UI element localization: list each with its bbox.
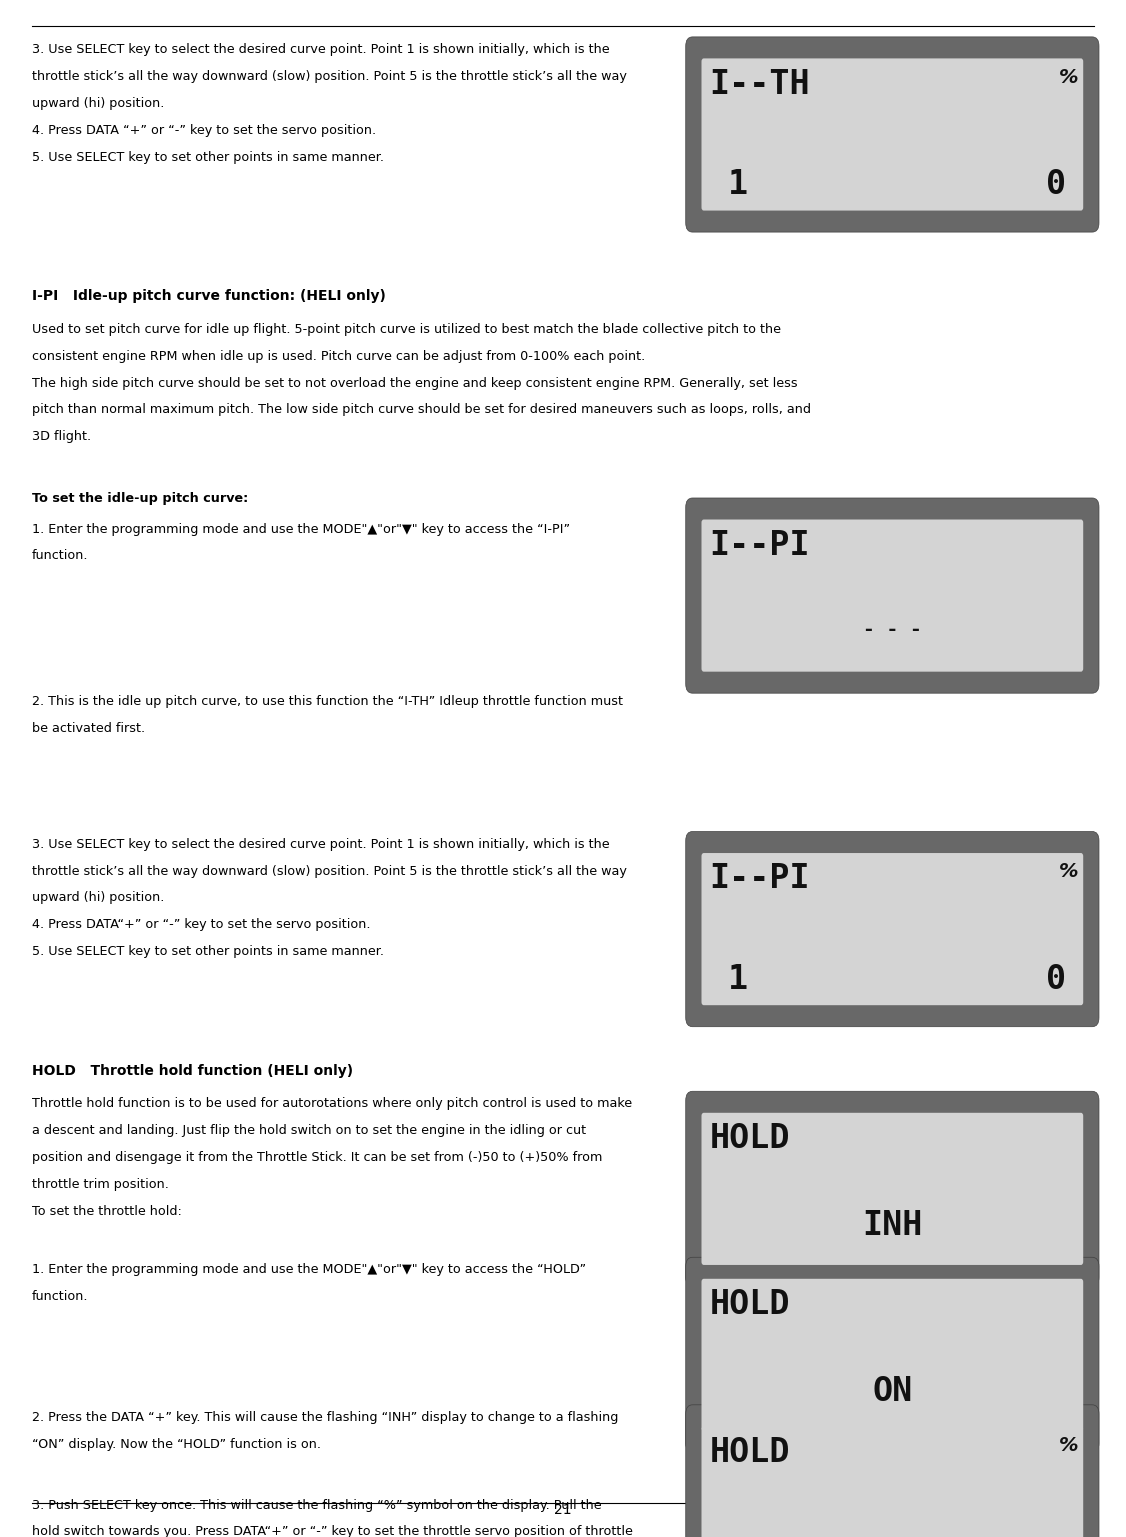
Text: To set the throttle hold:: To set the throttle hold: xyxy=(32,1205,181,1217)
Text: 2. Press the DATA “+” key. This will cause the flashing “INH” display to change : 2. Press the DATA “+” key. This will cau… xyxy=(32,1411,618,1423)
Text: HOLD: HOLD xyxy=(709,1122,789,1154)
Text: I--PI: I--PI xyxy=(709,529,810,561)
Text: HOLD   Throttle hold function (HELI only): HOLD Throttle hold function (HELI only) xyxy=(32,1064,352,1077)
FancyBboxPatch shape xyxy=(701,1426,1083,1537)
Text: 3D flight.: 3D flight. xyxy=(32,430,91,443)
Text: 0: 0 xyxy=(1046,964,1066,996)
Text: 5. Use SELECT key to set other points in same manner.: 5. Use SELECT key to set other points in… xyxy=(32,945,384,958)
Text: 1. Enter the programming mode and use the MODE"▲"or"▼" key to access the “I-PI”: 1. Enter the programming mode and use th… xyxy=(32,523,570,535)
FancyBboxPatch shape xyxy=(701,58,1083,211)
Text: %: % xyxy=(1060,68,1079,86)
FancyBboxPatch shape xyxy=(686,832,1099,1027)
Text: “ON” display. Now the “HOLD” function is on.: “ON” display. Now the “HOLD” function is… xyxy=(32,1439,321,1451)
FancyBboxPatch shape xyxy=(686,1405,1099,1537)
Text: I--PI: I--PI xyxy=(709,862,810,895)
FancyBboxPatch shape xyxy=(686,37,1099,232)
FancyBboxPatch shape xyxy=(686,1091,1099,1286)
Text: Used to set pitch curve for idle up flight. 5-point pitch curve is utilized to b: Used to set pitch curve for idle up flig… xyxy=(32,323,780,335)
FancyBboxPatch shape xyxy=(701,853,1083,1005)
Text: INH: INH xyxy=(863,1210,922,1242)
Text: 3. Push SELECT key once. This will cause the flashing “%” symbol on the display.: 3. Push SELECT key once. This will cause… xyxy=(32,1499,601,1511)
Text: upward (hi) position.: upward (hi) position. xyxy=(32,891,164,904)
Text: 3. Use SELECT key to select the desired curve point. Point 1 is shown initially,: 3. Use SELECT key to select the desired … xyxy=(32,838,609,850)
FancyBboxPatch shape xyxy=(686,1257,1099,1452)
Text: 1. Enter the programming mode and use the MODE"▲"or"▼" key to access the “HOLD”: 1. Enter the programming mode and use th… xyxy=(32,1263,586,1276)
Text: upward (hi) position.: upward (hi) position. xyxy=(32,97,164,109)
FancyBboxPatch shape xyxy=(686,498,1099,693)
Text: hold switch towards you. Press DATA“+” or “-” key to set the throttle servo posi: hold switch towards you. Press DATA“+” o… xyxy=(32,1525,633,1537)
FancyBboxPatch shape xyxy=(701,1279,1083,1431)
Text: throttle stick’s all the way downward (slow) position. Point 5 is the throttle s: throttle stick’s all the way downward (s… xyxy=(32,69,626,83)
Text: function.: function. xyxy=(32,549,88,563)
Text: throttle trim position.: throttle trim position. xyxy=(32,1179,169,1191)
Text: throttle stick’s all the way downward (slow) position. Point 5 is the throttle s: throttle stick’s all the way downward (s… xyxy=(32,864,626,878)
Text: 4. Press DATA “+” or “-” key to set the servo position.: 4. Press DATA “+” or “-” key to set the … xyxy=(32,123,376,137)
Text: 1: 1 xyxy=(727,169,748,201)
Text: I-PI   Idle-up pitch curve function: (HELI only): I-PI Idle-up pitch curve function: (HELI… xyxy=(32,289,385,303)
Text: 4. Press DATA“+” or “-” key to set the servo position.: 4. Press DATA“+” or “-” key to set the s… xyxy=(32,919,370,931)
Text: %: % xyxy=(1060,862,1079,881)
Text: 1: 1 xyxy=(727,964,748,996)
Text: a descent and landing. Just flip the hold switch on to set the engine in the idl: a descent and landing. Just flip the hol… xyxy=(32,1125,586,1137)
Text: position and disengage it from the Throttle Stick. It can be set from (-)50 to (: position and disengage it from the Throt… xyxy=(32,1151,602,1164)
Text: 5. Use SELECT key to set other points in same manner.: 5. Use SELECT key to set other points in… xyxy=(32,151,384,163)
FancyBboxPatch shape xyxy=(701,1113,1083,1265)
FancyBboxPatch shape xyxy=(701,520,1083,672)
Text: The high side pitch curve should be set to not overload the engine and keep cons: The high side pitch curve should be set … xyxy=(32,377,797,389)
Text: pitch than normal maximum pitch. The low side pitch curve should be set for desi: pitch than normal maximum pitch. The low… xyxy=(32,403,811,417)
Text: ON: ON xyxy=(873,1376,912,1408)
Text: To set the idle-up pitch curve:: To set the idle-up pitch curve: xyxy=(32,492,248,504)
Text: consistent engine RPM when idle up is used. Pitch curve can be adjust from 0-100: consistent engine RPM when idle up is us… xyxy=(32,349,645,363)
Text: Throttle hold function is to be used for autorotations where only pitch control : Throttle hold function is to be used for… xyxy=(32,1097,632,1110)
Text: HOLD: HOLD xyxy=(709,1436,789,1468)
Text: be activated first.: be activated first. xyxy=(32,721,144,735)
Text: 21: 21 xyxy=(554,1503,572,1517)
Text: HOLD: HOLD xyxy=(709,1288,789,1320)
Text: function.: function. xyxy=(32,1291,88,1303)
Text: - - -: - - - xyxy=(863,619,922,638)
Text: 2. This is the idle up pitch curve, to use this function the “I-TH” Idleup throt: 2. This is the idle up pitch curve, to u… xyxy=(32,695,623,707)
Text: 0: 0 xyxy=(1046,169,1066,201)
Text: %: % xyxy=(1060,1436,1079,1454)
Text: 3. Use SELECT key to select the desired curve point. Point 1 is shown initially,: 3. Use SELECT key to select the desired … xyxy=(32,43,609,55)
Text: I--TH: I--TH xyxy=(709,68,810,100)
